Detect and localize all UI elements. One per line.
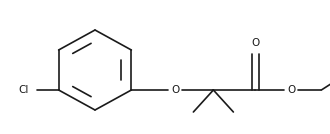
Text: O: O: [171, 85, 180, 95]
Text: O: O: [251, 38, 259, 48]
Text: O: O: [287, 85, 295, 95]
Text: Cl: Cl: [18, 85, 29, 95]
